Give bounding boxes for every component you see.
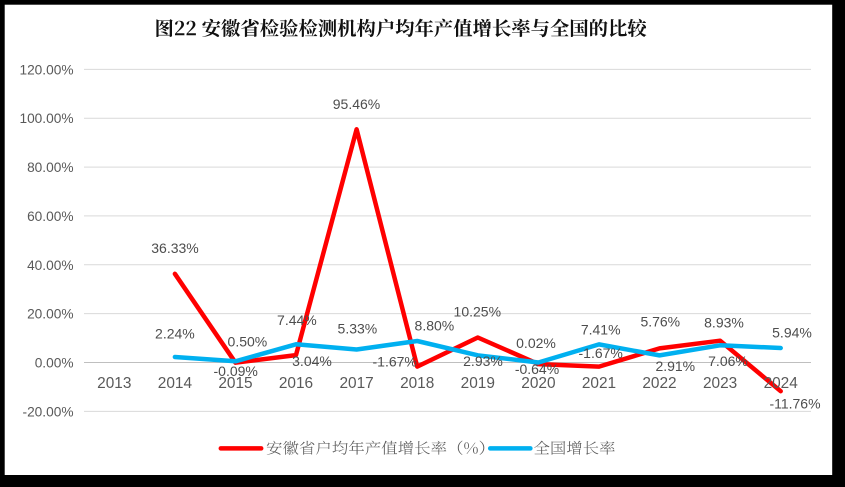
svg-text:7.06%: 7.06% — [708, 353, 748, 369]
svg-text:8.80%: 8.80% — [415, 318, 455, 334]
svg-text:20.00%: 20.00% — [27, 307, 73, 322]
svg-text:-11.76%: -11.76% — [769, 395, 820, 411]
svg-text:2016: 2016 — [279, 375, 313, 392]
svg-text:2015: 2015 — [218, 375, 252, 392]
svg-text:2013: 2013 — [97, 375, 131, 392]
svg-text:120.00%: 120.00% — [19, 62, 73, 77]
svg-text:0.02%: 0.02% — [516, 335, 556, 351]
svg-text:2018: 2018 — [400, 375, 434, 392]
svg-text:2024: 2024 — [764, 375, 799, 392]
svg-text:-1.67%: -1.67% — [579, 345, 623, 361]
svg-text:5.76%: 5.76% — [640, 313, 680, 329]
svg-text:10.25%: 10.25% — [454, 304, 501, 320]
svg-text:2023: 2023 — [703, 375, 737, 392]
svg-text:80.00%: 80.00% — [27, 160, 73, 175]
svg-text:2017: 2017 — [339, 375, 373, 392]
svg-text:7.44%: 7.44% — [277, 312, 317, 328]
svg-text:2.93%: 2.93% — [463, 353, 503, 369]
svg-text:2014: 2014 — [158, 375, 193, 392]
svg-text:7.41%: 7.41% — [581, 322, 621, 338]
svg-text:-20.00%: -20.00% — [23, 404, 74, 419]
svg-text:100.00%: 100.00% — [19, 111, 73, 126]
svg-text:0.00%: 0.00% — [35, 356, 74, 371]
svg-text:2.91%: 2.91% — [655, 358, 695, 374]
svg-text:36.33%: 36.33% — [151, 240, 198, 256]
svg-text:60.00%: 60.00% — [27, 209, 73, 224]
svg-text:5.94%: 5.94% — [772, 325, 812, 341]
svg-text:40.00%: 40.00% — [27, 258, 73, 273]
svg-text:95.46%: 95.46% — [333, 96, 380, 112]
svg-text:0.50%: 0.50% — [228, 334, 268, 350]
svg-text:3.04%: 3.04% — [292, 353, 332, 369]
svg-text:-1.67%: -1.67% — [373, 353, 417, 369]
svg-text:2022: 2022 — [642, 375, 676, 392]
svg-text:2021: 2021 — [582, 375, 616, 392]
svg-text:2019: 2019 — [461, 375, 495, 392]
svg-text:2.24%: 2.24% — [155, 326, 195, 342]
svg-text:2020: 2020 — [521, 375, 555, 392]
svg-text:-0.64%: -0.64% — [515, 361, 559, 377]
svg-text:-0.09%: -0.09% — [214, 363, 258, 379]
svg-text:5.33%: 5.33% — [338, 320, 378, 336]
svg-text:8.93%: 8.93% — [704, 314, 744, 330]
